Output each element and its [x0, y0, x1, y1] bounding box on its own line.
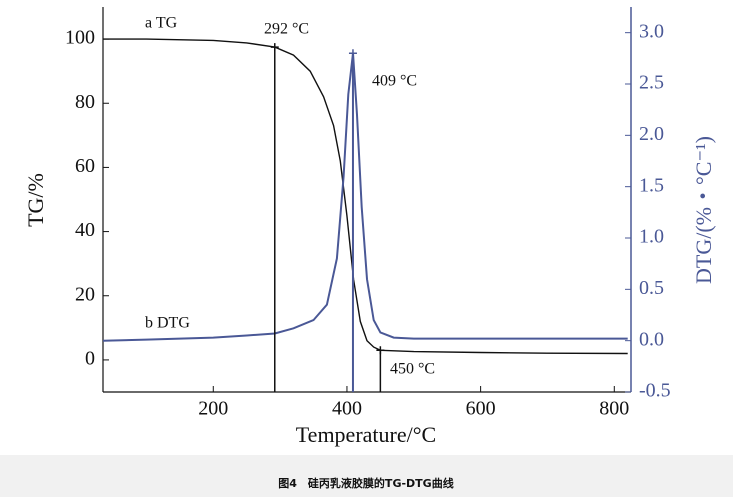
- y2-tick-label: 1.5: [639, 174, 664, 196]
- annotation-marker: [270, 43, 279, 52]
- y2-tick-label: 1.0: [639, 226, 664, 248]
- y2-tick-label: 3.0: [639, 20, 664, 42]
- y-tick-label: 40: [75, 219, 95, 241]
- series-line: [102, 53, 628, 342]
- y-tick-label: 20: [75, 283, 95, 305]
- y2-tick-label: 2.0: [639, 123, 664, 145]
- annotation-label: 450 °C: [390, 361, 435, 378]
- x-tick-label: 200: [198, 398, 228, 420]
- y-tick-label: 60: [75, 155, 95, 177]
- series-label: b DTG: [145, 315, 190, 332]
- annotation-marker: [348, 49, 357, 58]
- y2-tick-label: 2.5: [639, 72, 664, 94]
- x-tick-label: 400: [332, 398, 362, 420]
- annotation-marker: [376, 346, 385, 355]
- x-tick-label: 600: [466, 398, 496, 420]
- y-axis-title: TG/%: [23, 173, 48, 227]
- y2-tick-label: -0.5: [639, 380, 671, 402]
- y-tick-label: 80: [75, 91, 95, 113]
- series-label: a TG: [145, 15, 178, 32]
- y-tick-label: 0: [85, 348, 95, 370]
- x-tick-label: 800: [599, 398, 629, 420]
- y2-tick-label: 0.5: [639, 277, 664, 299]
- caption: 图4 硅丙乳液胶膜的TG-DTG曲线: [278, 476, 453, 490]
- y2-axis-title: DTG/(%・°C⁻¹): [691, 136, 716, 284]
- series-line: [103, 38, 628, 355]
- y2-tick-label: 0.0: [639, 328, 664, 350]
- x-axis-title: Temperature/°C: [296, 422, 436, 447]
- caption-band: [0, 455, 733, 497]
- y-tick-label: 100: [65, 27, 95, 49]
- annotation-label: 409 °C: [372, 73, 417, 90]
- annotation-label: 292 °C: [264, 21, 309, 38]
